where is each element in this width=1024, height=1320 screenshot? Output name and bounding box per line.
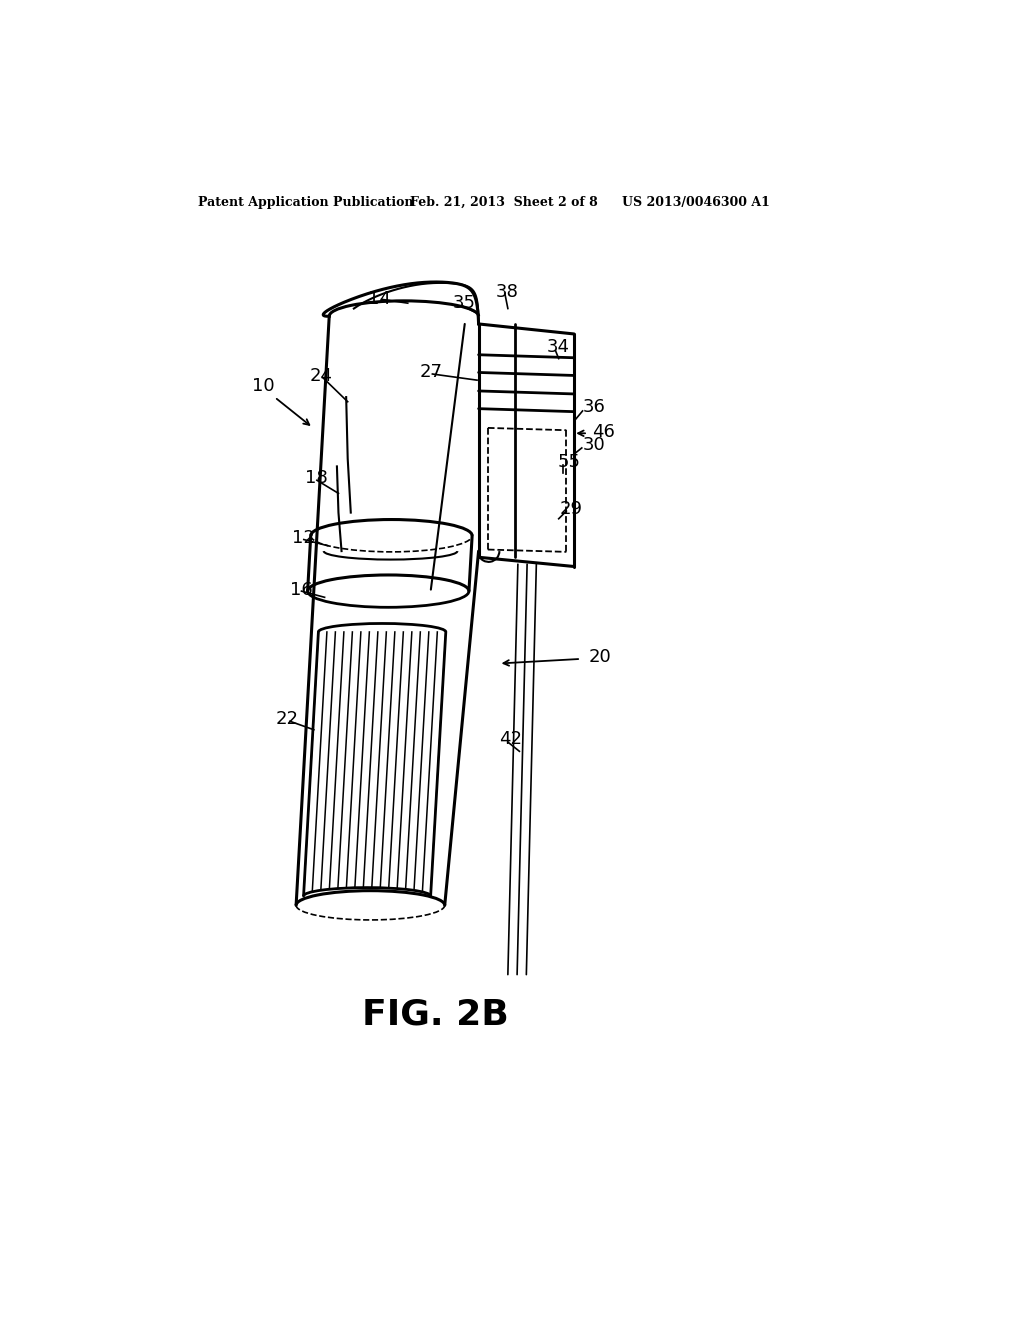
Text: 35: 35 (453, 294, 475, 312)
Text: 18: 18 (304, 469, 328, 487)
Text: 55: 55 (557, 453, 581, 471)
Text: 14: 14 (368, 290, 390, 309)
Text: US 2013/0046300 A1: US 2013/0046300 A1 (622, 195, 770, 209)
Text: 20: 20 (589, 648, 611, 667)
Text: 34: 34 (547, 338, 570, 356)
Text: 16: 16 (290, 581, 312, 598)
Text: Patent Application Publication: Patent Application Publication (199, 195, 414, 209)
Text: 10: 10 (252, 378, 274, 395)
Text: 36: 36 (583, 399, 605, 416)
Text: 27: 27 (419, 363, 442, 381)
Text: 12: 12 (292, 529, 315, 546)
Text: 46: 46 (593, 422, 615, 441)
Text: 42: 42 (499, 730, 521, 748)
Polygon shape (303, 624, 445, 896)
Text: 30: 30 (583, 436, 605, 454)
Text: 29: 29 (559, 500, 583, 517)
Text: FIG. 2B: FIG. 2B (361, 998, 508, 1032)
Text: Feb. 21, 2013  Sheet 2 of 8: Feb. 21, 2013 Sheet 2 of 8 (410, 195, 598, 209)
Text: 38: 38 (496, 282, 518, 301)
Text: 24: 24 (309, 367, 332, 384)
Text: 22: 22 (275, 710, 298, 727)
